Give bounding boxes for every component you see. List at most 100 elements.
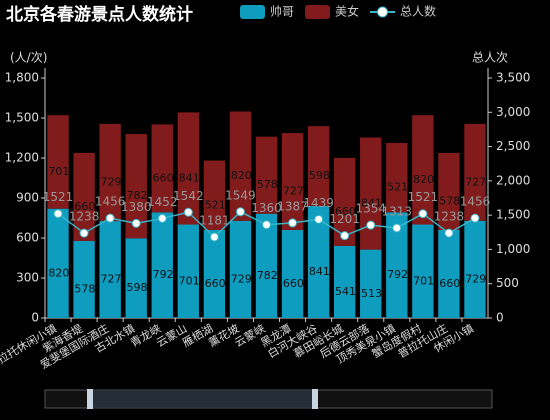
line-label: 1521: [408, 190, 439, 204]
data-label: 598: [309, 169, 330, 182]
y-axis-title: (人/次): [10, 51, 47, 65]
line-point: [209, 232, 219, 242]
bar-segment: [412, 224, 434, 318]
y2-tick-label: 3,500: [496, 71, 530, 85]
bar-segment: [125, 134, 147, 239]
line-point: [235, 207, 245, 217]
bar-segment: [99, 123, 121, 222]
y2-tick-label: 500: [496, 276, 519, 290]
line-label: 1456: [460, 195, 491, 209]
line-point: [314, 214, 324, 224]
line-point: [470, 213, 480, 223]
data-label: 820: [48, 266, 69, 279]
data-label: 792: [153, 268, 174, 281]
bar-segment: [386, 212, 408, 318]
line-point: [131, 218, 141, 228]
data-label: 660: [439, 277, 460, 290]
data-label: 782: [257, 269, 278, 282]
data-label: 729: [100, 175, 121, 188]
bar-segment: [255, 136, 278, 214]
line-label: 1456: [95, 195, 126, 209]
bar-segment: [99, 221, 121, 318]
data-label: 841: [179, 171, 200, 184]
bar-segment: [333, 157, 356, 246]
data-label: 729: [465, 272, 486, 285]
data-label: 701: [413, 274, 434, 287]
data-label: 729: [231, 272, 252, 285]
bar-segment: [73, 240, 95, 318]
data-label: 727: [100, 273, 121, 286]
line-label: 1387: [277, 199, 308, 213]
bar-segment: [281, 133, 304, 230]
bar-segment: [203, 230, 226, 318]
data-label: 701: [179, 274, 200, 287]
line-point: [79, 228, 89, 238]
line-point: [444, 228, 454, 238]
bar-segment: [464, 123, 486, 221]
data-label: 660: [205, 277, 226, 290]
line-label: 1354: [355, 202, 386, 216]
data-label: 782: [127, 189, 148, 202]
zoom-window[interactable]: [90, 390, 315, 408]
legend-swatch: [240, 5, 265, 19]
line-label: 1521: [43, 190, 74, 204]
data-label: 660: [283, 277, 304, 290]
line-label: 1238: [434, 210, 465, 224]
y-tick-label: 0: [31, 311, 39, 325]
y2-tick-label: 2,000: [496, 173, 530, 187]
line-point: [262, 220, 271, 230]
bar-segment: [47, 115, 69, 209]
data-label: 660: [335, 205, 356, 218]
data-label: 820: [413, 173, 434, 186]
bar-segment: [307, 205, 330, 318]
data-label: 578: [439, 194, 460, 207]
bar-segment: [386, 142, 408, 213]
data-label: 578: [74, 282, 95, 295]
data-label: 598: [127, 281, 148, 294]
y2-tick-label: 2,500: [496, 139, 530, 153]
data-label: 820: [231, 169, 252, 182]
line-point: [105, 213, 115, 223]
data-label: 513: [361, 287, 382, 300]
line-point: [288, 218, 298, 228]
line-point: [366, 220, 376, 230]
data-label: 521: [387, 181, 408, 194]
line-label: 1201: [329, 212, 360, 226]
line-label: 1439: [303, 196, 334, 210]
y-tick-label: 600: [16, 231, 39, 245]
data-label: 660: [74, 200, 95, 213]
data-label: 841: [361, 197, 382, 210]
bar-segment: [229, 220, 252, 318]
y2-axis-title: 总人次: [472, 51, 508, 65]
y2-tick-label: 3,000: [496, 105, 530, 119]
legend-label[interactable]: 帅哥: [270, 5, 294, 19]
bar-segment: [255, 213, 278, 318]
zoom-handle[interactable]: [312, 389, 318, 409]
data-label: 541: [335, 285, 356, 298]
bar-segment: [281, 230, 304, 318]
bar-segment: [151, 212, 173, 318]
chart-title: 北京各春游景点人数统计: [6, 4, 193, 25]
bar-segment: [203, 160, 226, 230]
bar-segment: [412, 115, 434, 225]
bar-segment: [177, 112, 200, 225]
bar-segment: [47, 208, 69, 318]
data-label: 521: [205, 198, 226, 211]
zoom-handle[interactable]: [87, 389, 93, 409]
line-point: [157, 213, 167, 223]
data-label: 701: [48, 165, 69, 178]
data-label: 727: [465, 175, 486, 188]
line-point: [340, 231, 350, 241]
line-label: 1380: [121, 200, 152, 214]
line-label: 1313: [382, 204, 413, 218]
legend-swatch: [305, 5, 330, 19]
data-zoom[interactable]: [44, 389, 493, 409]
data-label: 660: [153, 171, 174, 184]
line-label: 1238: [69, 210, 100, 224]
legend-label[interactable]: 总人数: [400, 4, 436, 19]
line-point: [183, 207, 193, 217]
bar-segment: [360, 249, 382, 318]
legend-label[interactable]: 美女: [335, 4, 359, 19]
line-label: 1542: [173, 189, 204, 203]
